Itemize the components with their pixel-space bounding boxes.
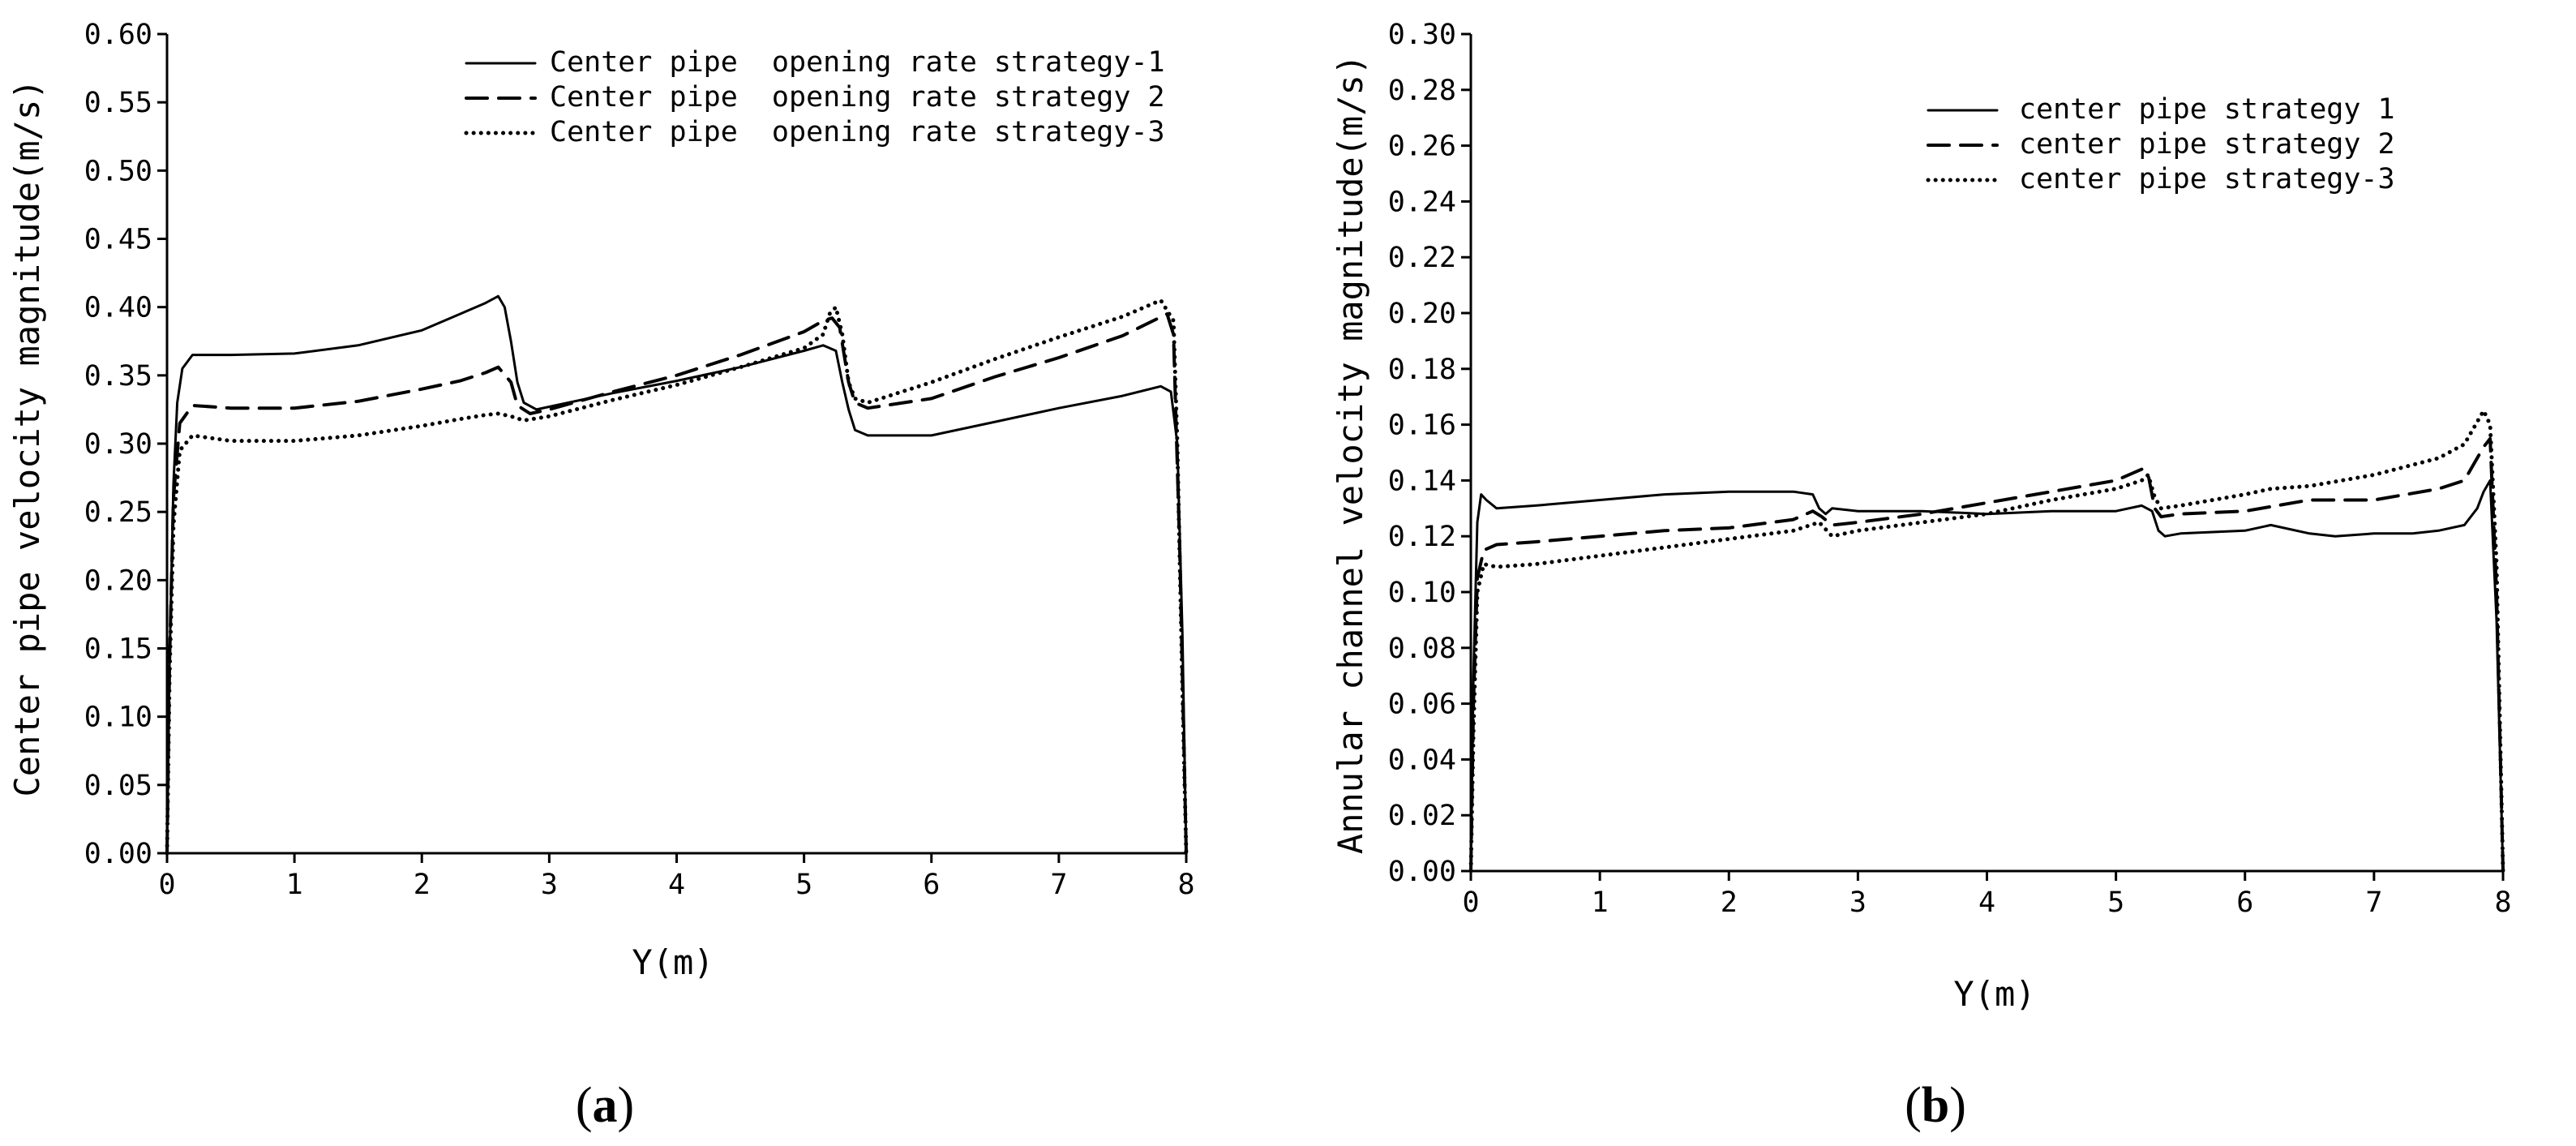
y-tick-label-panel-a: 0.30 [84,428,152,461]
y-tick-label-panel-a: 0.45 [84,224,152,256]
legend-label-3-panel-b: center pipe strategy-3 [2019,163,2395,195]
series-line-2-panel-b [1469,436,2505,873]
x-tick-label-panel-b: 0 [1462,886,1479,919]
series-line-1-panel-a [165,294,1188,855]
chart-panel-a: 0.00 0.05 0.10 0.15 0.20 0.25 0.30 0.35 0.40 0.45… [7,19,1195,1133]
y-axis-title-a: Center pipe velocity magnitude(m/s) [7,79,47,796]
x-tick-label-panel-a: 4 [668,869,685,901]
x-tick-label-panel-a: 1 [286,869,303,901]
y-tick-label-panel-a: 0.10 [84,702,152,734]
x-tick-label-panel-a: 0 [158,869,175,901]
y-tick-label-panel-b: 0.00 [1388,856,1456,888]
x-axis-title-b: Y(m) [1953,974,2035,1014]
y-tick-label-panel-b: 0.14 [1388,465,1456,497]
x-tick-label-panel-b: 7 [2365,886,2382,919]
y-tick-label-panel-b: 0.04 [1388,744,1456,776]
y-tick-label-panel-b: 0.18 [1388,354,1456,386]
x-tick-label-panel-b: 8 [2494,886,2511,919]
legend-label-1-panel-a: Center pipe opening rate strategy-1 [550,46,1165,79]
y-tick-label-panel-a: 0.50 [84,155,152,187]
y-tick-label-panel-b: 0.12 [1388,521,1456,553]
plot-area-a: 0.00 0.05 0.10 0.15 0.20 0.25 0.30 0.35 0.40 0.45… [84,19,1195,901]
x-tick-label-panel-a: 3 [541,869,558,901]
series-line-3-panel-a [165,298,1189,856]
panel-label-b: (b) [1905,1078,1966,1133]
x-tick-label-panel-a: 8 [1177,869,1194,901]
y-tick-label-panel-a: 0.00 [84,838,152,870]
x-tick-label-panel-b: 1 [1592,886,1609,919]
y-tick-label-panel-a: 0.15 [84,633,152,666]
x-tick-label-panel-b: 5 [2107,886,2124,919]
y-tick-label-panel-b: 0.16 [1388,410,1456,442]
y-tick-label-panel-a: 0.20 [84,564,152,597]
x-tick-label-panel-b: 3 [1849,886,1867,919]
panel-letter-b: b [1922,1078,1949,1133]
x-tick-label-panel-a: 5 [795,869,812,901]
y-tick-label-panel-b: 0.26 [1388,131,1456,163]
x-tick-label-panel-b: 6 [2236,886,2253,919]
x-tick-label-panel-b: 4 [1978,886,1995,919]
legend-label-3-panel-a: Center pipe opening rate strategy-3 [550,116,1165,148]
y-tick-label-panel-b: 0.30 [1388,19,1456,51]
y-tick-label-panel-a: 0.55 [84,87,152,119]
y-tick-label-panel-b: 0.02 [1388,800,1456,832]
y-tick-label-panel-b: 0.24 [1388,186,1456,218]
y-tick-label-panel-b: 0.22 [1388,242,1456,274]
series-line-2-panel-a [165,312,1188,855]
x-tick-label-panel-a: 2 [414,869,431,901]
y-tick-label-panel-a: 0.05 [84,770,152,802]
panel-label-a: (a) [576,1078,634,1133]
chart-panel-b: 0.00 0.02 0.04 0.06 0.08 0.10 0.12 0.14 0.16 0.18… [1331,19,2512,1133]
legend-label-2-panel-b: center pipe strategy 2 [2019,128,2395,161]
series-line-3-panel-b [1468,408,2505,873]
y-tick-label-panel-a: 0.25 [84,496,152,529]
y-tick-label-panel-b: 0.28 [1388,75,1456,107]
x-tick-label-panel-b: 2 [1721,886,1738,919]
x-tick-label-panel-a: 6 [923,869,940,901]
x-axis-title-a: Y(m) [632,942,714,982]
y-tick-label-panel-a: 0.40 [84,292,152,324]
y-tick-label-panel-a: 0.60 [84,19,152,51]
y-tick-label-panel-b: 0.06 [1388,689,1456,721]
series-line-1-panel-b [1469,479,2505,873]
panel-letter-a: a [593,1078,618,1133]
y-tick-label-panel-b: 0.08 [1388,633,1456,665]
legend-label-1-panel-b: center pipe strategy 1 [2019,93,2395,126]
y-tick-label-panel-b: 0.10 [1388,577,1456,609]
y-tick-label-panel-a: 0.35 [84,360,152,393]
x-tick-label-panel-a: 7 [1050,869,1067,901]
plot-area-b: 0.00 0.02 0.04 0.06 0.08 0.10 0.12 0.14 0.16 0.18… [1388,19,2512,919]
legend-label-2-panel-a: Center pipe opening rate strategy 2 [550,81,1165,114]
y-axis-title-b: Annular channel velocity magnitude(m/s) [1331,54,1370,854]
y-tick-label-panel-b: 0.20 [1388,298,1456,330]
